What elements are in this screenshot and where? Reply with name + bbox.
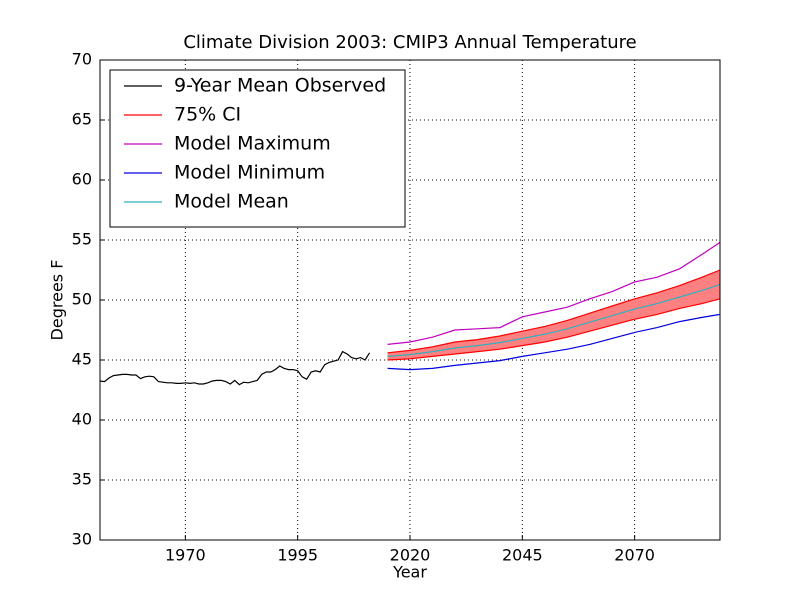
legend-label: 9-Year Mean Observed [174, 75, 386, 97]
y-tick-label: 65 [72, 110, 92, 129]
y-axis-label: Degrees F [48, 260, 67, 341]
series-line [387, 313, 721, 371]
series-line [387, 283, 721, 357]
legend-label: 75% CI [174, 104, 241, 126]
x-tick-label: 2045 [502, 546, 543, 565]
y-tick-label: 70 [72, 50, 92, 69]
chart-title: Climate Division 2003: CMIP3 Annual Temp… [183, 32, 636, 53]
legend-box [109, 69, 406, 228]
legend-label: Model Maximum [174, 133, 331, 155]
y-tick-label: 40 [72, 410, 92, 429]
series-line [99, 350, 371, 386]
plot-frame [99, 59, 721, 541]
x-axis-label: Year [392, 563, 427, 582]
legend-label: Model Minimum [174, 162, 325, 184]
x-tick-label: 1995 [277, 546, 318, 565]
y-tick-label: 60 [72, 170, 92, 189]
x-tick-label: 2020 [390, 546, 431, 565]
y-tick-label: 45 [72, 350, 92, 369]
y-tick-label: 35 [72, 470, 92, 489]
series-line [387, 241, 721, 345]
y-tick-label: 30 [72, 530, 92, 549]
ci-lower-line [387, 298, 721, 361]
x-tick-label: 1970 [165, 546, 206, 565]
y-tick-label: 50 [72, 290, 92, 309]
ci-upper-line [387, 269, 721, 354]
legend-label: Model Mean [174, 191, 289, 213]
y-tick-label: 55 [72, 230, 92, 249]
x-tick-label: 2070 [614, 546, 655, 565]
